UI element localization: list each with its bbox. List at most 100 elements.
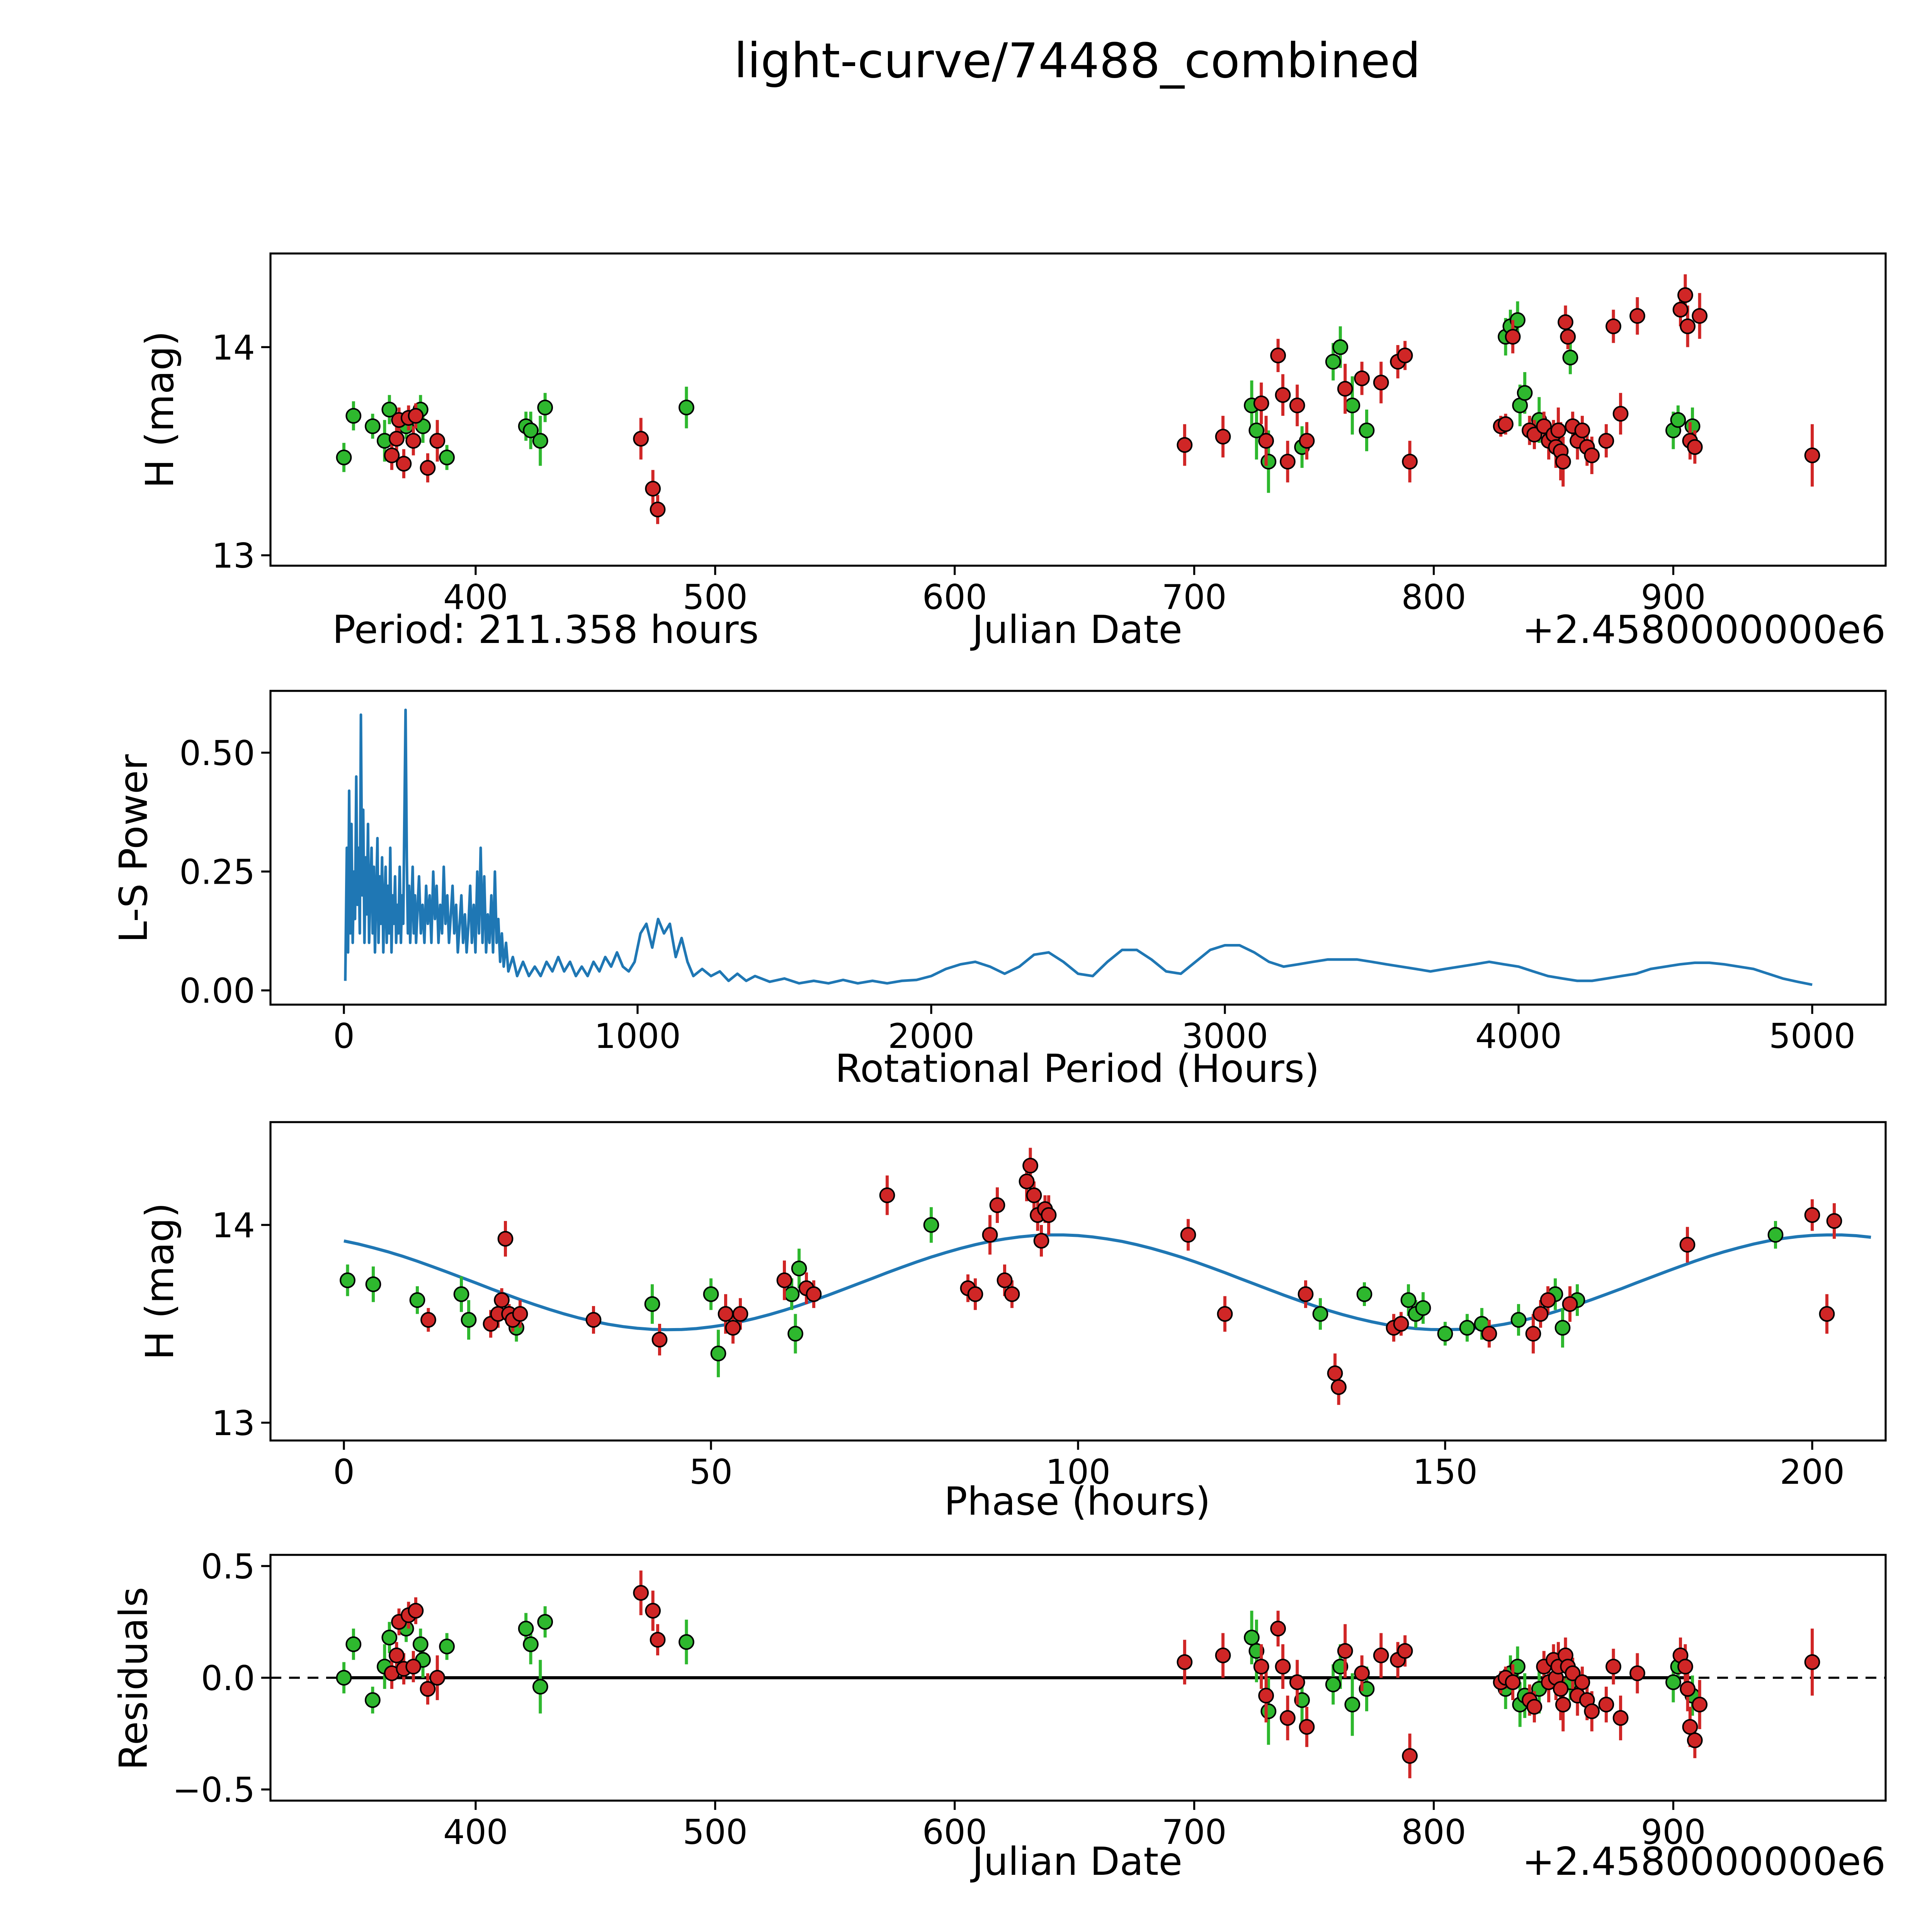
marker — [1415, 1300, 1431, 1316]
x-tick-label: 50 — [689, 1452, 733, 1492]
marker — [420, 1312, 436, 1328]
marker — [494, 1292, 510, 1308]
marker — [1298, 1286, 1314, 1302]
x-tick-label: 5000 — [1769, 1016, 1855, 1056]
marker — [1177, 437, 1193, 453]
marker — [1280, 454, 1296, 470]
marker — [1258, 1687, 1274, 1704]
marker — [703, 1286, 719, 1302]
dataset-green — [336, 1606, 1701, 1745]
marker — [1393, 1316, 1409, 1332]
marker — [784, 1286, 800, 1302]
x-axis-offset-text: +2.4580000000e6 — [1522, 607, 1886, 652]
marker — [1605, 318, 1621, 334]
panel-periodogram: L-S Power Rotational Period (Hours) 0 100… — [111, 690, 1887, 1091]
marker — [1004, 1286, 1020, 1302]
marker — [1550, 422, 1566, 439]
x-tick-label: 2000 — [888, 1016, 975, 1056]
dataset-red — [384, 274, 1820, 524]
marker — [1325, 1676, 1341, 1692]
x-tick-label: 0 — [333, 1452, 355, 1492]
marker — [776, 1272, 793, 1288]
xlabel-julian-date-residuals: Julian Date — [970, 1839, 1182, 1884]
ylabel-residuals: Residuals — [111, 1587, 156, 1770]
y-tick-label: 14 — [212, 1206, 255, 1245]
period-annotation: Period: 211.358 hours — [332, 607, 759, 652]
marker — [651, 1332, 668, 1348]
marker — [1598, 433, 1614, 449]
marker — [1804, 447, 1820, 463]
marker — [439, 1638, 455, 1655]
marker — [1019, 1173, 1035, 1189]
marker — [1677, 287, 1693, 303]
marker — [1687, 1732, 1703, 1748]
marker — [982, 1227, 998, 1243]
marker — [1177, 1654, 1193, 1670]
marker — [1354, 1665, 1370, 1681]
dataset-red — [384, 1570, 1820, 1779]
marker — [388, 431, 405, 447]
panel-residuals: Residuals Julian Date +2.4580000000e6 40… — [111, 1547, 1887, 1884]
marker — [923, 1217, 939, 1233]
marker — [1402, 1748, 1418, 1764]
marker — [1373, 1647, 1389, 1663]
marker — [512, 1306, 528, 1322]
marker — [1253, 395, 1269, 412]
marker — [725, 1320, 741, 1336]
marker — [644, 1296, 660, 1312]
x-tick-label: 600 — [922, 577, 987, 617]
marker — [497, 1231, 514, 1247]
marker — [1677, 1658, 1693, 1675]
y-tick-label: 14 — [212, 328, 255, 367]
marker — [1558, 314, 1573, 330]
marker — [1260, 1703, 1277, 1719]
marker — [1344, 397, 1361, 413]
marker — [718, 1306, 734, 1322]
marker — [523, 422, 539, 439]
marker — [1505, 1674, 1521, 1690]
marker — [381, 1629, 398, 1646]
marker — [532, 1679, 548, 1695]
x-tick-label: 700 — [1162, 577, 1227, 617]
marker — [408, 408, 424, 424]
marker — [532, 433, 548, 449]
marker — [1344, 1696, 1361, 1713]
ylabel-ls-power: L-S Power — [111, 754, 156, 943]
residuals-plot-area: 400 500 600 700 800 900 −0.5 0.0 0.5 — [172, 1547, 1887, 1852]
x-tick-label: 4000 — [1475, 1016, 1562, 1056]
axes-spines — [269, 690, 1887, 1006]
marker — [1665, 1674, 1681, 1690]
marker — [1584, 1703, 1600, 1719]
marker — [1532, 1306, 1549, 1322]
axes-spines — [269, 252, 1887, 567]
marker — [787, 1326, 803, 1342]
x-tick-label: 800 — [1401, 577, 1466, 617]
marker — [1400, 1292, 1417, 1308]
marker — [364, 1692, 381, 1708]
marker — [1605, 1658, 1621, 1675]
marker — [1804, 1654, 1820, 1670]
marker — [345, 1636, 362, 1652]
marker — [1481, 1326, 1497, 1342]
marker — [1692, 308, 1708, 324]
y-tick-label: 0.25 — [179, 852, 255, 892]
marker — [1248, 422, 1265, 439]
marker — [1275, 1658, 1291, 1675]
marker — [1289, 397, 1305, 413]
marker — [336, 449, 352, 466]
marker — [1275, 387, 1291, 403]
lightcurve-plot-area: 400 500 600 700 800 900 13 14 — [212, 252, 1887, 617]
marker — [429, 433, 446, 449]
marker — [1354, 370, 1370, 386]
marker — [1510, 1312, 1527, 1328]
marker — [1397, 1643, 1413, 1659]
x-tick-label: 400 — [443, 577, 508, 617]
y-tick-label: 0.50 — [179, 733, 255, 773]
marker — [1022, 1158, 1038, 1173]
marker — [1562, 349, 1578, 366]
y-tick-label: 0.00 — [179, 971, 255, 1011]
marker — [1680, 1681, 1696, 1697]
periodogram-line — [344, 708, 1813, 986]
